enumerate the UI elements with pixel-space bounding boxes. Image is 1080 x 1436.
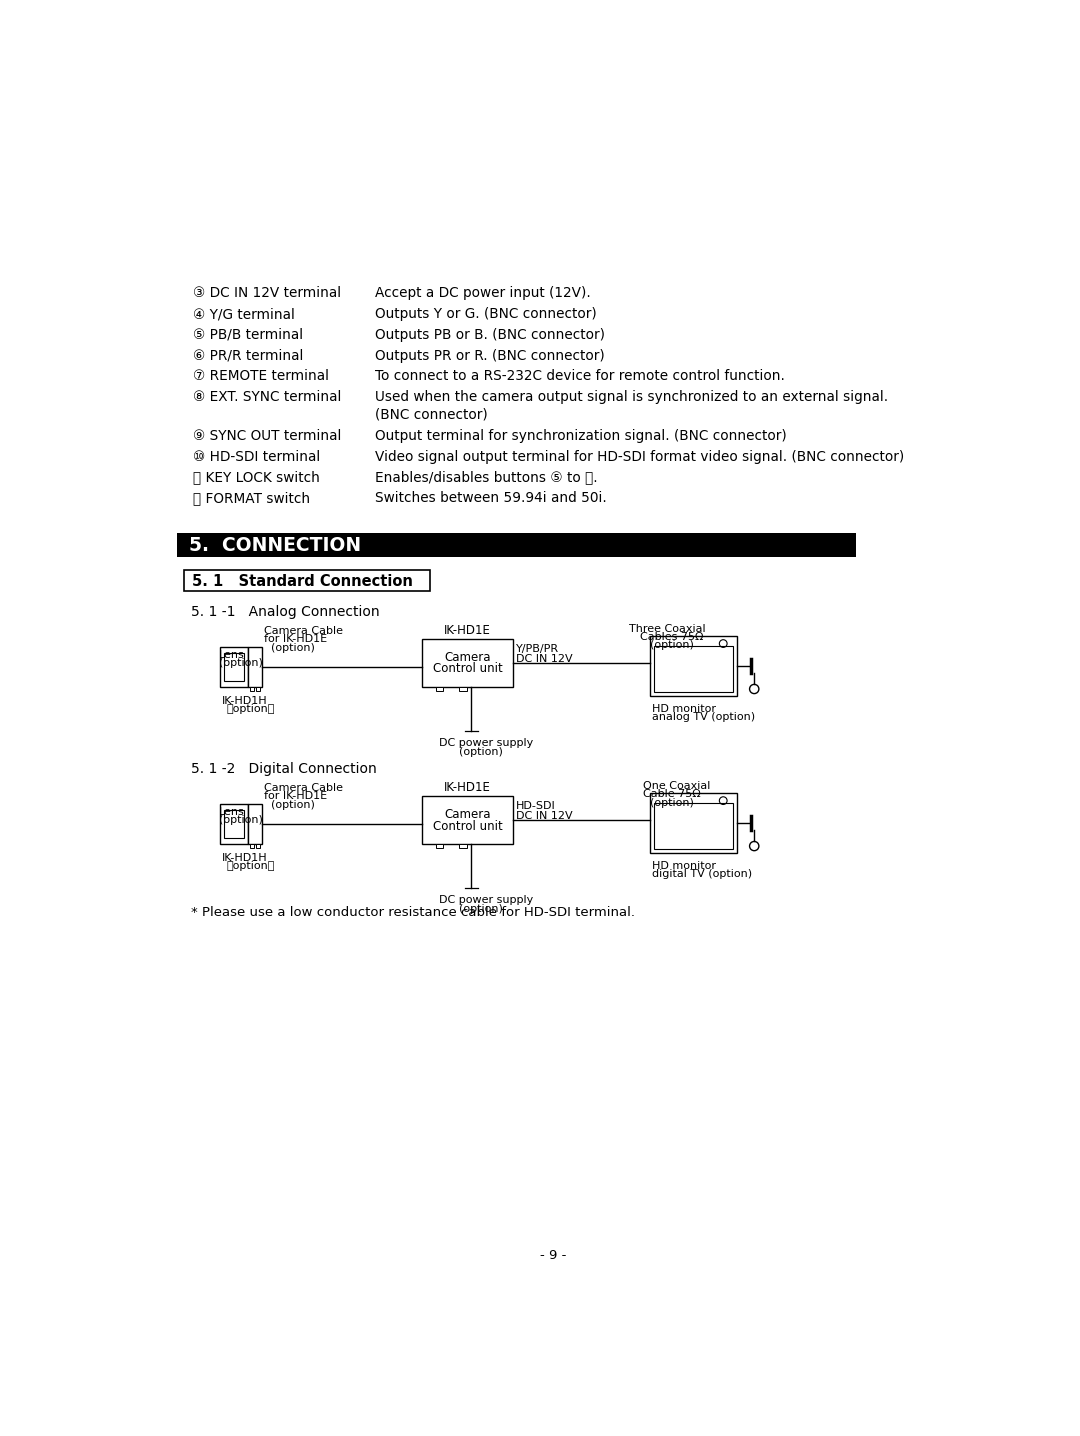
Text: (option): (option) [218,816,262,826]
Text: analog TV (option): analog TV (option) [652,712,755,722]
Bar [422,796,513,844]
Bar [225,810,244,837]
Text: ⑨ SYNC OUT terminal: ⑨ SYNC OUT terminal [193,429,341,442]
Text: DC power supply: DC power supply [438,738,534,748]
Bar [248,804,262,844]
Text: ⑩ HD-SDI terminal: ⑩ HD-SDI terminal [193,449,321,464]
Text: Accept a DC power input (12V).: Accept a DC power input (12V). [375,286,591,300]
Bar [256,844,260,847]
Text: IK-HD1E: IK-HD1E [444,781,491,794]
Text: Control unit: Control unit [433,820,502,833]
Text: ④ Y/G terminal: ④ Y/G terminal [193,307,295,322]
Bar [251,844,255,847]
Text: Camera: Camera [444,651,490,663]
Text: IK-HD1H: IK-HD1H [221,853,268,863]
Text: （option）: （option） [227,705,274,714]
Text: ⑪ KEY LOCK switch: ⑪ KEY LOCK switch [193,471,320,484]
Text: Enables/disables buttons ⑤ to ⑫.: Enables/disables buttons ⑤ to ⑫. [375,471,598,484]
Bar [654,803,733,849]
Text: ⑧ EXT. SYNC terminal: ⑧ EXT. SYNC terminal [193,391,341,404]
Text: DC power supply: DC power supply [438,895,534,905]
Text: DC IN 12V: DC IN 12V [516,811,572,821]
Text: (option): (option) [650,797,694,807]
Text: 5.  CONNECTION: 5. CONNECTION [189,536,362,556]
Bar [225,653,244,681]
Bar [650,793,738,853]
Text: * Please use a low conductor resistance cable for HD-SDI terminal.: * Please use a low conductor resistance … [191,906,635,919]
Text: IK-HD1H: IK-HD1H [221,696,268,707]
Text: for IK-HD1E: for IK-HD1E [264,635,327,645]
Text: HD-SDI: HD-SDI [516,801,556,811]
Text: (BNC connector): (BNC connector) [375,408,488,422]
Bar [251,686,255,691]
Text: Outputs Y or G. (BNC connector): Outputs Y or G. (BNC connector) [375,307,597,322]
Text: Three Coaxial: Three Coaxial [629,623,705,633]
Text: ⑥ PR/R terminal: ⑥ PR/R terminal [193,349,303,363]
Text: Cables 75Ω: Cables 75Ω [639,632,703,642]
Text: 5. 1   Standard Connection: 5. 1 Standard Connection [191,574,413,589]
Text: Switches between 59.94i and 50i.: Switches between 59.94i and 50i. [375,491,607,505]
Text: Camera Cable: Camera Cable [264,626,342,636]
Bar [248,646,262,686]
Text: To connect to a RS-232C device for remote control function.: To connect to a RS-232C device for remot… [375,369,785,383]
Text: Y/PB/PR: Y/PB/PR [516,643,559,653]
Text: Output terminal for synchronization signal. (BNC connector): Output terminal for synchronization sign… [375,429,787,442]
Bar [459,844,467,849]
Text: Camera: Camera [444,808,490,821]
Text: Camera Cable: Camera Cable [264,783,342,793]
Text: - 9 -: - 9 - [540,1249,567,1262]
Text: (option): (option) [459,903,503,913]
Text: Lens: Lens [218,807,244,817]
Bar [459,686,467,691]
Bar [650,636,738,696]
Text: (option): (option) [271,643,315,653]
Text: for IK-HD1E: for IK-HD1E [264,791,327,801]
Text: (option): (option) [218,658,262,668]
Text: Used when the camera output signal is synchronized to an external signal.: Used when the camera output signal is sy… [375,391,889,404]
Text: Outputs PR or R. (BNC connector): Outputs PR or R. (BNC connector) [375,349,605,363]
Text: DC IN 12V: DC IN 12V [516,655,572,665]
Text: ③ DC IN 12V terminal: ③ DC IN 12V terminal [193,286,341,300]
Text: One Coaxial: One Coaxial [643,781,710,791]
Text: ⑦ REMOTE terminal: ⑦ REMOTE terminal [193,369,329,383]
Text: (option): (option) [459,747,503,757]
Bar [220,804,248,844]
Text: Lens: Lens [218,649,244,659]
Text: (option): (option) [650,640,694,651]
Bar [422,639,513,686]
Text: Cable 75Ω: Cable 75Ω [643,790,700,798]
Text: Outputs PB or B. (BNC connector): Outputs PB or B. (BNC connector) [375,327,605,342]
Text: 5. 1 -1   Analog Connection: 5. 1 -1 Analog Connection [191,605,379,619]
Text: ⑤ PB/B terminal: ⑤ PB/B terminal [193,327,303,342]
Text: (option): (option) [271,800,315,810]
Bar [256,686,260,691]
Bar [435,844,444,849]
Text: 5. 1 -2   Digital Connection: 5. 1 -2 Digital Connection [191,763,377,775]
Text: HD monitor: HD monitor [652,704,716,714]
Bar [654,646,733,692]
Text: ⑫ FORMAT switch: ⑫ FORMAT switch [193,491,310,505]
Bar [184,570,430,592]
Bar [220,646,248,686]
Text: Control unit: Control unit [433,662,502,675]
Text: digital TV (option): digital TV (option) [652,869,752,879]
Bar [435,686,444,691]
Text: HD monitor: HD monitor [652,860,716,870]
Text: IK-HD1E: IK-HD1E [444,625,491,638]
Bar [177,533,855,557]
Text: （option）: （option） [227,862,274,872]
Text: Video signal output terminal for HD-SDI format video signal. (BNC connector): Video signal output terminal for HD-SDI … [375,449,905,464]
